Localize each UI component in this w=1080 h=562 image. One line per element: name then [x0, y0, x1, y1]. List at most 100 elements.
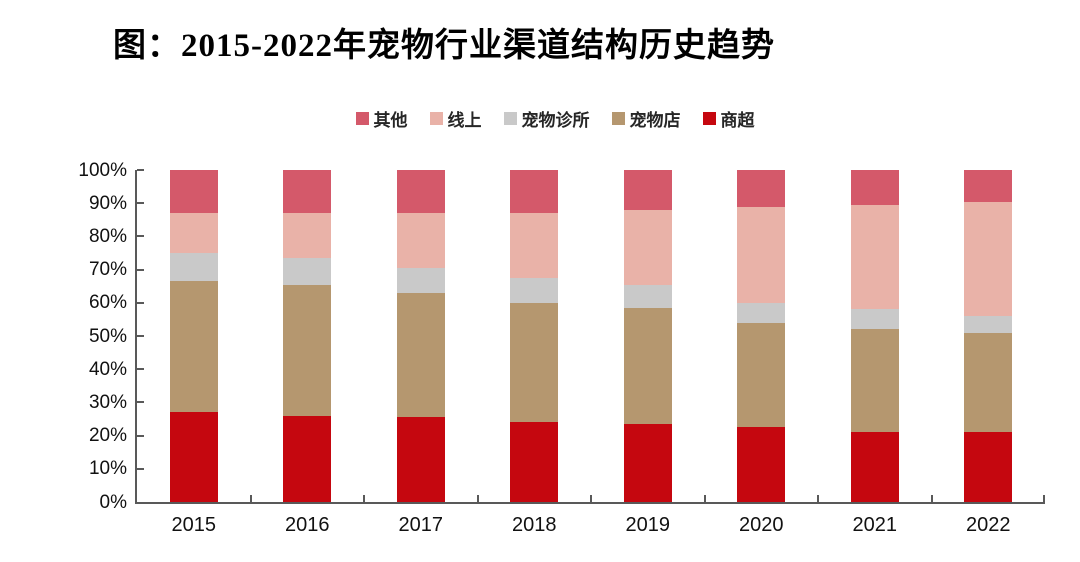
y-axis-tick-mark [137, 202, 144, 205]
x-axis-tick-mark [249, 495, 252, 502]
bar-segment-线上 [396, 213, 445, 268]
bar-segment-宠物店 [396, 292, 445, 418]
stacked-bar-2016 [283, 170, 332, 502]
bar-segment-宠物店 [623, 307, 672, 424]
plot-area: 0% 10% 20% 30% 40% 50% 60% 70% 80% 90% 100% 2015 201… [78, 161, 1045, 536]
bar-segment-商超 [623, 423, 672, 502]
bar-segment-宠物店 [169, 281, 218, 413]
stacked-bar-2020 [737, 170, 786, 502]
bar-segment-其他 [737, 170, 786, 207]
y-axis-tick-mark [137, 401, 144, 404]
y-axis-tick-mark [137, 268, 144, 271]
y-axis-tick-label: 50% [88, 325, 127, 347]
bar-segment-线上 [623, 209, 672, 285]
bar-segment-宠物诊所 [623, 284, 672, 308]
legend-label: 宠物店 [629, 111, 681, 130]
x-axis-tick-mark [930, 495, 933, 502]
bar-segment-线上 [283, 213, 332, 258]
y-axis-tick-label: 40% [88, 358, 127, 380]
x-axis-tick-mark [703, 495, 706, 502]
x-axis-tick-mark [590, 495, 592, 502]
legend-label: 线上 [447, 111, 482, 130]
y-axis-tick-label: 10% [88, 458, 127, 480]
legend-swatch-icon [429, 112, 443, 125]
stacked-bar-2017 [396, 170, 445, 502]
legend-item: 宠物诊所 [503, 106, 590, 131]
bar-segment-线上 [510, 213, 559, 278]
x-axis-tick-mark [817, 495, 819, 502]
y-axis-tick-label: 30% [88, 391, 127, 413]
bar-segment-商超 [737, 427, 786, 502]
y-axis-tick-mark [137, 467, 144, 470]
y-axis-tick-mark [137, 169, 144, 171]
bar-segment-商超 [964, 432, 1013, 502]
x-axis-label: 2021 [852, 514, 898, 536]
bar-segment-商超 [169, 412, 218, 502]
stacked-bar-2021 [850, 170, 899, 502]
bar-segment-商超 [283, 415, 332, 502]
y-axis-tick-label: 90% [88, 192, 127, 214]
x-axis-label: 2019 [625, 514, 671, 536]
x-axis-label: 2016 [285, 514, 330, 536]
stacked-bar-2019 [623, 170, 672, 502]
stacked-bar-2018 [510, 170, 559, 502]
y-axis-tick-label: 60% [88, 292, 127, 314]
bar-segment-宠物诊所 [283, 258, 332, 285]
legend-item: 线上 [429, 106, 482, 131]
y-axis-tick-label: 80% [88, 225, 127, 247]
x-axis-tick-mark [363, 495, 365, 502]
chart-legend: 其他 线上 宠物诊所 宠物店 商超 [105, 106, 1005, 131]
bar-segment-宠物诊所 [169, 253, 218, 282]
bar-segment-宠物店 [737, 322, 786, 428]
x-axis-tick-mark [1043, 495, 1045, 502]
bar-segment-宠物店 [850, 329, 899, 433]
y-axis-tick-label: 0% [99, 491, 127, 513]
bar-segment-宠物诊所 [737, 302, 786, 323]
legend-label: 宠物诊所 [521, 111, 590, 130]
bar-segment-宠物诊所 [964, 316, 1013, 333]
x-axis-label: 2015 [171, 514, 217, 536]
bar-segment-宠物诊所 [510, 277, 559, 303]
y-axis-tick-label: 70% [88, 259, 127, 281]
x-axis-label: 2017 [398, 514, 444, 536]
bar-segment-宠物店 [283, 284, 332, 416]
bar-segment-商超 [510, 422, 559, 502]
bar-segment-商超 [396, 417, 445, 502]
y-axis-tick-mark [137, 335, 144, 337]
bar-segment-宠物店 [510, 302, 559, 423]
legend-label: 其他 [373, 111, 408, 130]
bar-segment-其他 [169, 170, 218, 214]
bar-segment-线上 [850, 204, 899, 310]
bar-segment-其他 [283, 170, 332, 214]
bar-segment-其他 [510, 170, 559, 214]
stacked-bar-2015 [169, 170, 218, 502]
bar-segment-线上 [964, 201, 1013, 317]
bar-segment-宠物诊所 [850, 309, 899, 330]
chart-title: 图：2015-2022年宠物行业渠道结构历史趋势 [113, 28, 775, 64]
bar-segment-商超 [850, 432, 899, 502]
bar-segment-宠物店 [964, 332, 1013, 433]
bar-segment-线上 [737, 206, 786, 303]
legend-item: 商超 [702, 106, 755, 131]
bar-segment-线上 [169, 213, 218, 253]
y-axis-tick-mark [137, 235, 144, 238]
x-axis-label: 2020 [739, 514, 784, 536]
legend-label: 商超 [720, 111, 755, 130]
bar-segment-其他 [850, 170, 899, 205]
bar-segment-其他 [964, 170, 1013, 202]
x-axis-label: 2018 [512, 514, 557, 536]
y-axis-tick-mark [137, 368, 144, 371]
legend-swatch-icon [503, 112, 517, 125]
y-axis-tick-label: 20% [88, 425, 127, 447]
y-axis-tick-label: 100% [78, 159, 127, 181]
legend-swatch-icon [611, 112, 625, 125]
y-axis-tick-mark [137, 301, 144, 304]
stacked-bar-2022 [964, 170, 1013, 502]
legend-swatch-icon [702, 112, 716, 125]
y-axis-tick-mark [137, 434, 144, 437]
legend-item: 宠物店 [611, 106, 681, 131]
bar-segment-其他 [623, 170, 672, 210]
x-axis-label: 2022 [966, 514, 1011, 536]
legend-swatch-icon [355, 112, 369, 125]
